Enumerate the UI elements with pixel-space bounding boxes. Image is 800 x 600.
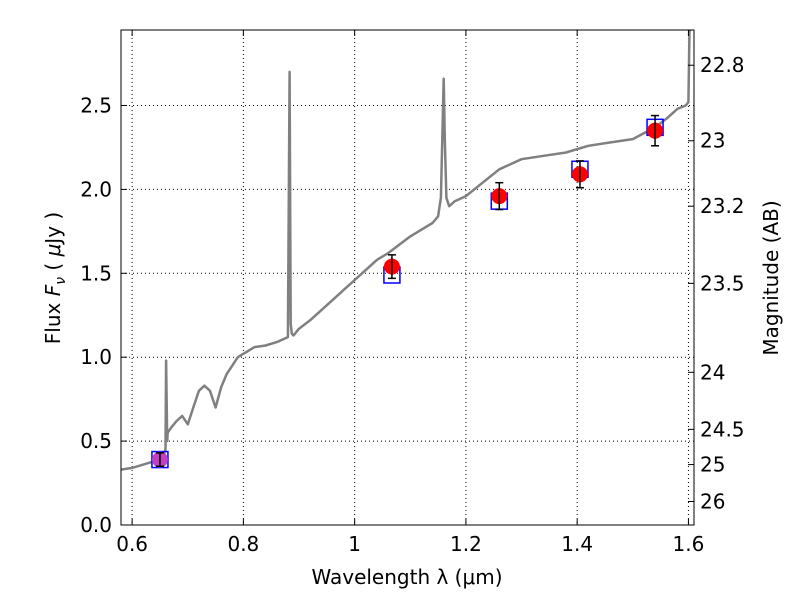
right-tick-label: 26	[700, 490, 725, 514]
x-tick-label: 1	[348, 532, 361, 556]
axes-ticks: 0.6 0.8 1 1.2 1.4 1.6 0.0 0.5 1.0 1.5 2.0 2.5 22.8 23…	[80, 30, 745, 556]
right-tick-label: 23.2	[700, 194, 745, 218]
right-axis-label: Magnitude (AB)	[759, 200, 783, 355]
y-axis-label: Flux Fν ( μJy )	[41, 212, 69, 344]
y-tick-label: 0.0	[80, 513, 112, 537]
plot-area	[121, 30, 692, 471]
right-tick-label: 23	[700, 129, 725, 153]
x-tick-label: 0.6	[116, 532, 148, 556]
y-tick-label: 1.5	[80, 261, 112, 285]
plot-frame	[120, 29, 695, 526]
x-tick-label: 0.8	[227, 532, 259, 556]
y-tick-label: 0.5	[80, 429, 112, 453]
y-tick-label: 2.0	[80, 177, 112, 201]
right-tick-label: 24.5	[700, 417, 745, 441]
y-tick-label: 2.5	[80, 94, 112, 118]
grid	[121, 30, 694, 526]
right-tick-label: 24	[700, 360, 725, 384]
right-tick-label: 23.5	[700, 271, 745, 295]
y-tick-label: 1.0	[80, 345, 112, 369]
x-axis-label: Wavelength λ (μm)	[311, 565, 502, 589]
right-tick-label: 22.8	[700, 53, 745, 77]
model-spectrum-line	[121, 30, 692, 471]
x-tick-label: 1.6	[673, 532, 705, 556]
right-tick-label: 25	[700, 453, 725, 477]
x-tick-label: 1.4	[561, 532, 593, 556]
x-tick-label: 1.2	[450, 532, 482, 556]
